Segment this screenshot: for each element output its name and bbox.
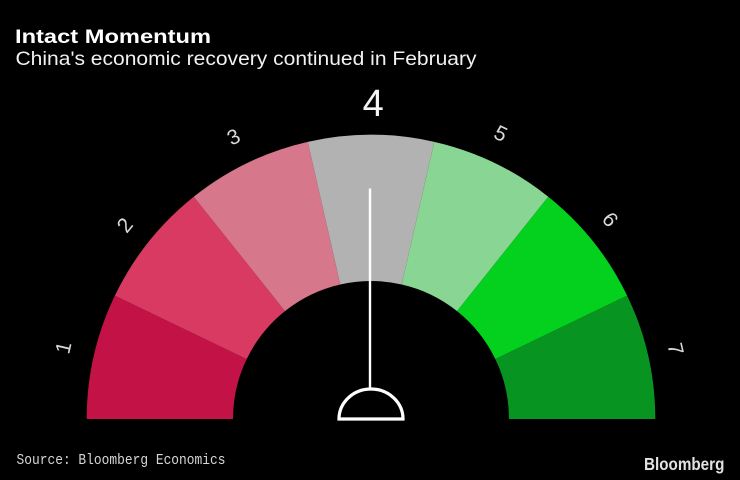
svg-text:China's economic recovery cont: China's economic recovery continued in F… [16,48,477,70]
svg-text:Source: Bloomberg Economics: Source: Bloomberg Economics [17,453,226,469]
svg-text:Bloomberg: Bloomberg [644,454,724,474]
svg-text:1: 1 [52,339,77,356]
svg-text:Intact Momentum: Intact Momentum [15,26,211,48]
svg-text:7: 7 [662,341,687,358]
svg-text:4: 4 [363,83,384,125]
